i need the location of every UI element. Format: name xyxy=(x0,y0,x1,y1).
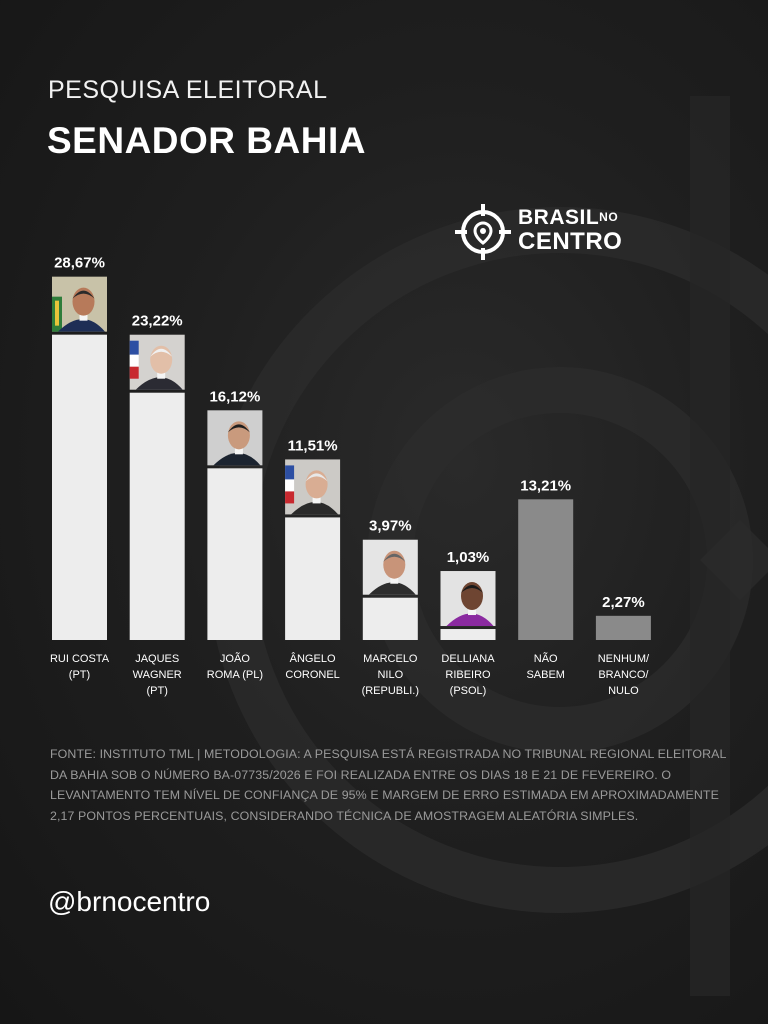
data-label: 28,67% xyxy=(54,255,105,272)
candidate-photo xyxy=(129,334,185,390)
crosshair-pin-icon xyxy=(455,204,511,260)
data-label: 16,12% xyxy=(209,388,260,405)
bar xyxy=(129,392,185,640)
category-label: JOÃO ROMA (PL) xyxy=(207,652,263,681)
page-title: SENADOR BAHIA xyxy=(47,120,366,161)
social-handle: @brnocentro xyxy=(48,886,211,917)
category-label: NENHUM/BRANCO/NULO xyxy=(598,653,650,697)
category-label: JAQUES WAGNER (PT) xyxy=(133,653,182,697)
bar xyxy=(52,334,107,640)
data-label: 23,22% xyxy=(132,313,183,330)
category-label: NÃO SABEM xyxy=(526,652,565,681)
bar xyxy=(440,629,496,640)
bar xyxy=(362,597,418,640)
brand-logo: BRASILNO CENTRO xyxy=(454,203,634,261)
brand-line2: CENTRO xyxy=(518,228,623,255)
candidate-photo xyxy=(207,410,263,466)
candidate-photo xyxy=(52,276,107,332)
data-label: 3,97% xyxy=(369,518,412,535)
data-label: 11,51% xyxy=(288,437,338,454)
candidate-photo xyxy=(285,459,341,515)
bar xyxy=(518,499,574,640)
category-label: MARCELO NILO (REPUBLI.) xyxy=(362,653,419,697)
category-label: DELLIANA RIBEIRO (PSOL) xyxy=(441,653,495,697)
methodology-note: FONTE: INSTITUTO TML | METODOLOGIA: A PE… xyxy=(50,747,727,823)
bar xyxy=(207,468,263,640)
page-kicker: PESQUISA ELEITORAL xyxy=(48,76,328,104)
data-label: 2,27% xyxy=(602,594,645,611)
category-label: ÂNGELO CORONEL xyxy=(285,652,339,681)
bar xyxy=(285,517,341,640)
candidate-photo xyxy=(440,571,496,627)
data-label: 13,21% xyxy=(520,477,571,494)
category-label: RUI COSTA (PT) xyxy=(50,653,110,681)
bar xyxy=(595,615,651,640)
brand-line1: BRASIL xyxy=(518,206,600,229)
senate-poll-bar-chart: 28,67% RUI COSTA (PT) 23,22% JAQUES WAGNER (PT… xyxy=(50,255,651,697)
candidate-photo xyxy=(362,539,418,595)
data-label: 1,03% xyxy=(447,549,490,566)
brand-line1-small: NO xyxy=(599,210,619,224)
